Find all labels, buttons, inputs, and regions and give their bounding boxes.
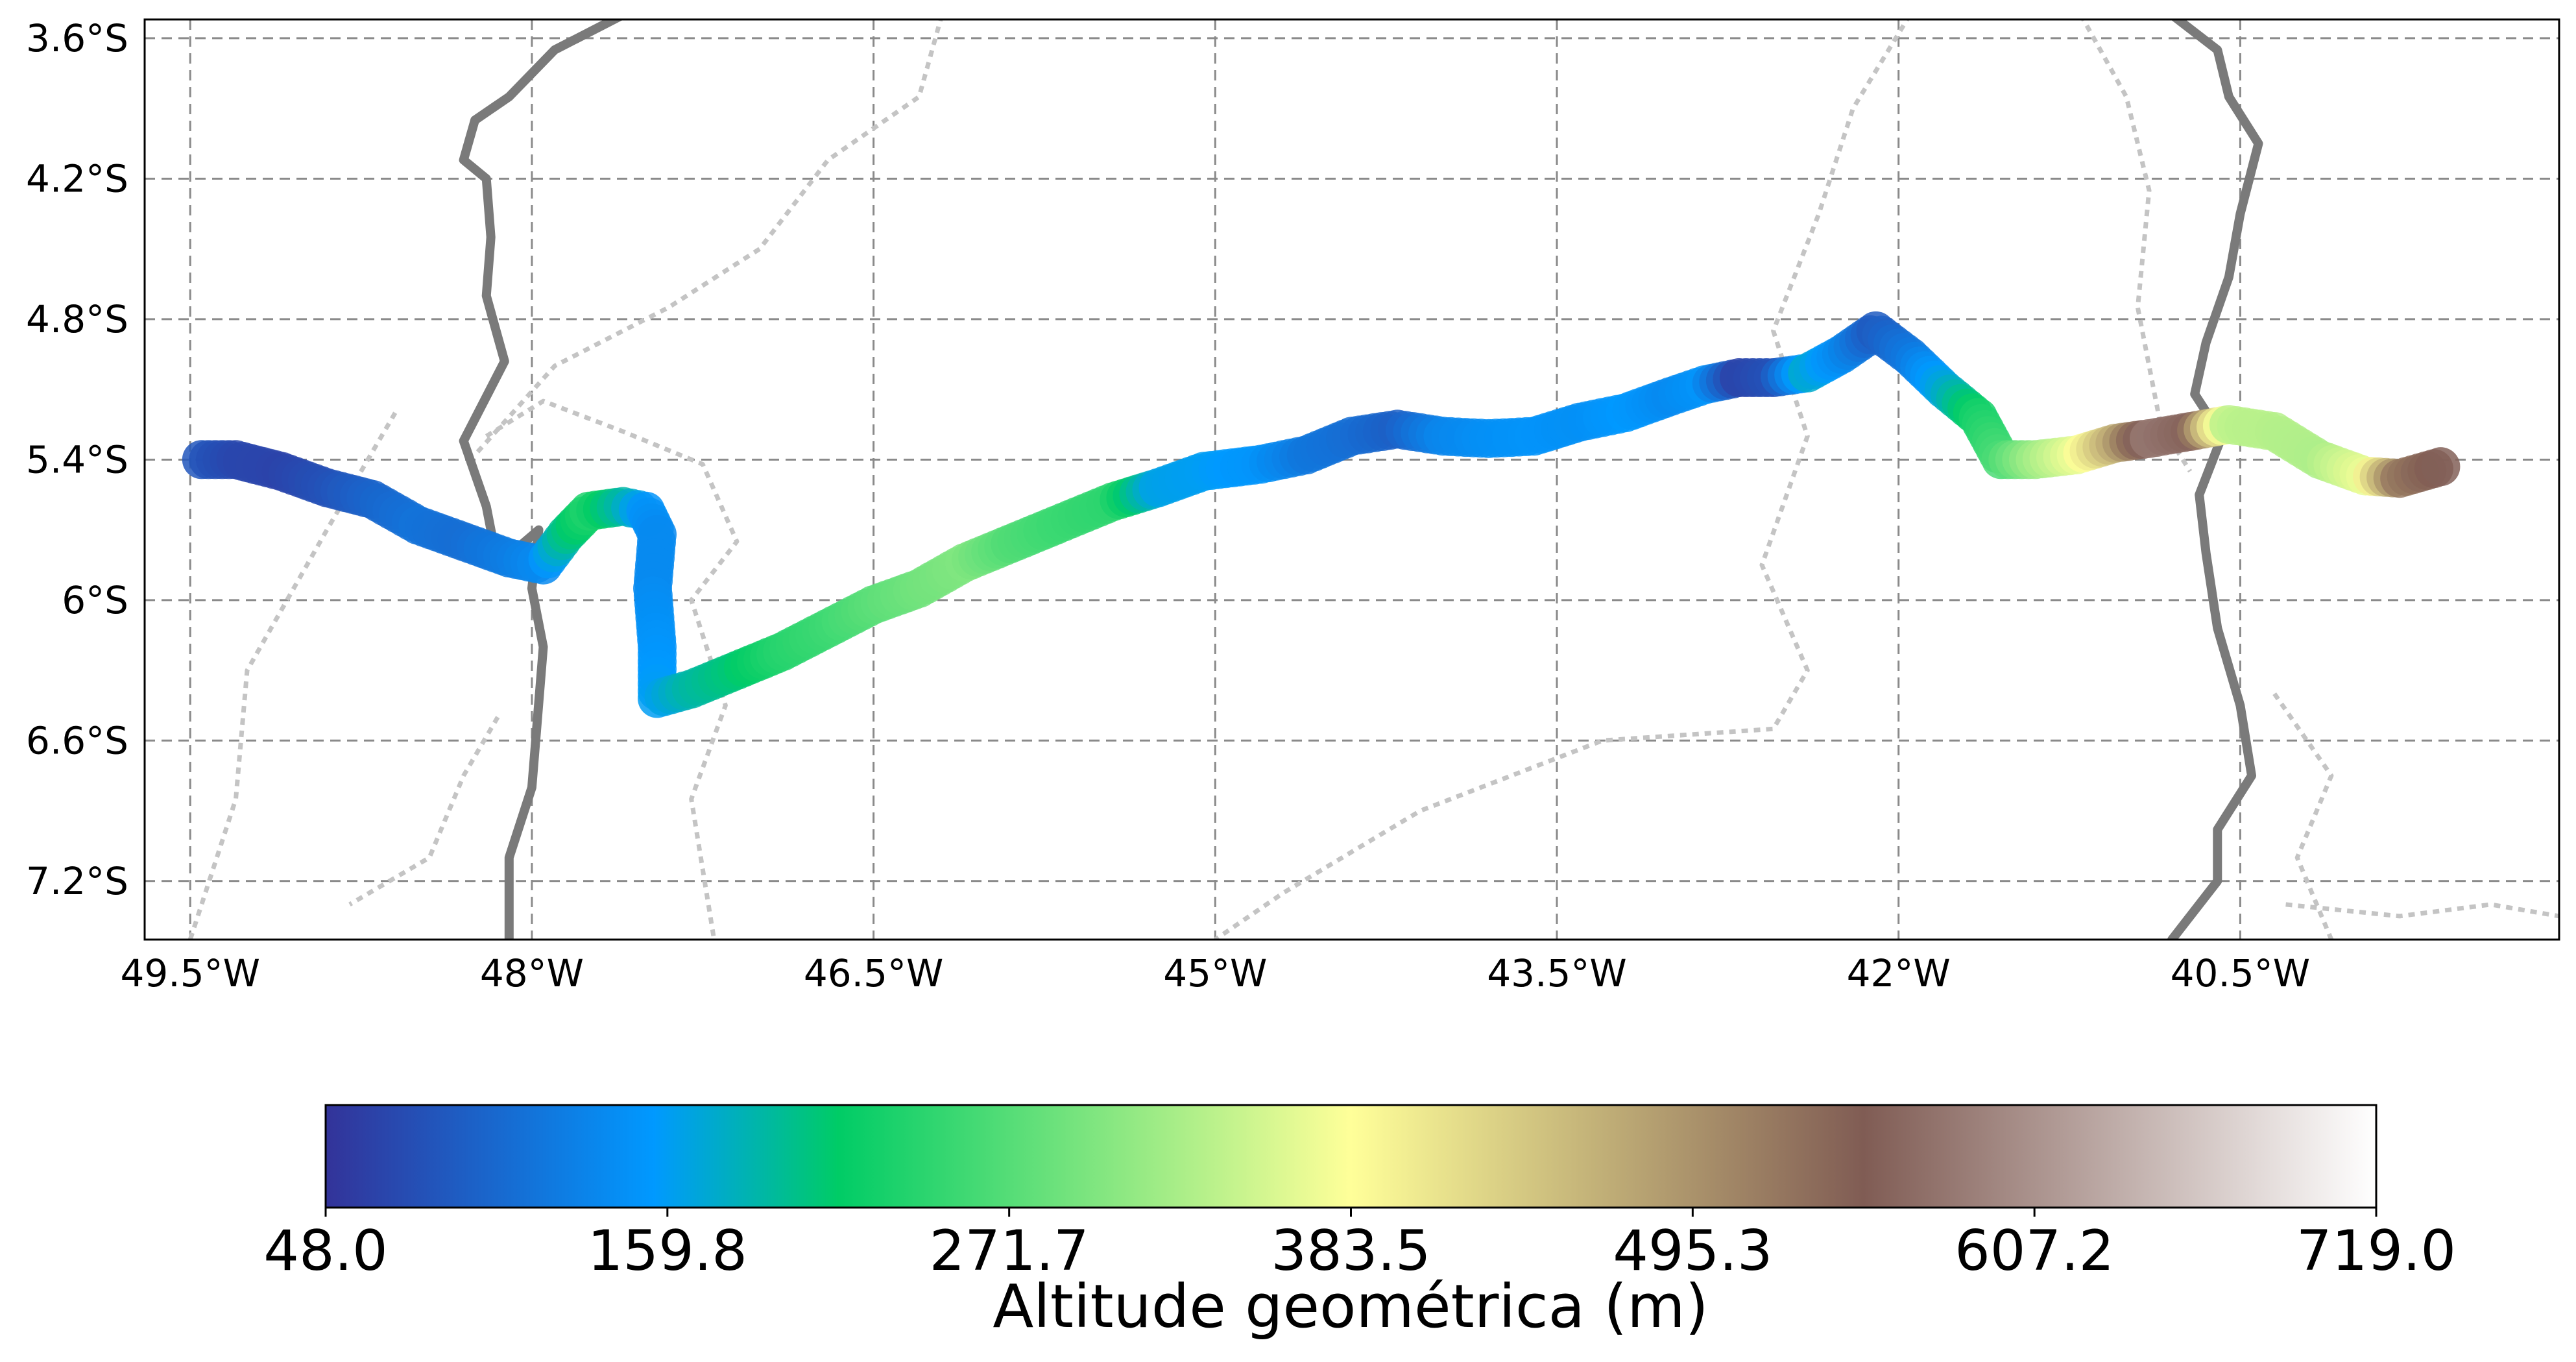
colorbar-tick-label: 495.3 (1613, 1219, 1772, 1283)
lat-tick-label: 4.8°S (26, 297, 128, 341)
lat-tick-label: 7.2°S (26, 859, 128, 903)
map-panel[interactable]: 49.5°W 48°W 46.5°W 45°W 43.5°W 42°W 40.5°W 3.6… (26, 15, 2560, 995)
longitude-axis: 49.5°W 48°W 46.5°W 45°W 43.5°W 42°W 40.5°W (120, 951, 2310, 995)
colorbar-tick-label: 607.2 (1955, 1219, 2114, 1283)
colorbar-tick-label: 271.7 (930, 1219, 1089, 1283)
lon-tick-label: 40.5°W (2171, 951, 2311, 995)
flight-track (182, 311, 2461, 718)
state-boundary (459, 19, 624, 940)
colorbar-tick-label: 159.8 (588, 1219, 747, 1283)
municipal-boundary (1214, 19, 1910, 940)
lat-tick-label: 3.6°S (26, 16, 128, 60)
lon-tick-label: 49.5°W (120, 951, 260, 995)
municipal-boundary (2272, 692, 2334, 940)
gridlines (145, 19, 2559, 940)
latitude-axis: 3.6°S 4.2°S 4.8°S 5.4°S 6°S 6.6°S 7.2°S (26, 16, 128, 903)
colorbar-tick-label: 48.0 (263, 1219, 387, 1283)
municipal-boundary (473, 19, 943, 457)
lon-tick-label: 42°W (1847, 951, 1951, 995)
map-frame (143, 18, 2560, 941)
lat-tick-label: 6°S (62, 578, 128, 622)
lat-tick-label: 4.2°S (26, 156, 128, 201)
lon-tick-label: 48°W (480, 951, 584, 995)
lon-tick-label: 43.5°W (1487, 951, 1627, 995)
municipal-boundary (2285, 902, 2559, 919)
track-point (2421, 447, 2461, 487)
municipal-boundary (485, 398, 740, 940)
map-background (145, 19, 2559, 940)
colorbar: 48.0 159.8 271.7 383.5 495.3 607.2 719.0 Altit… (263, 1104, 2456, 1341)
colorbar-gradient (324, 1104, 2377, 1209)
colorbar-tick-label: 719.0 (2296, 1219, 2456, 1283)
lat-tick-label: 6.6°S (26, 718, 128, 762)
lon-tick-label: 46.5°W (804, 951, 944, 995)
lat-tick-label: 5.4°S (26, 437, 128, 481)
municipal-boundary (348, 716, 500, 906)
colorbar-ticks: 48.0 159.8 271.7 383.5 495.3 607.2 719.0 (263, 1208, 2456, 1283)
colorbar-tick-label: 383.5 (1271, 1219, 1430, 1283)
lon-tick-label: 45°W (1163, 951, 1267, 995)
colorbar-label: Altitude geométrica (m) (993, 1272, 1708, 1341)
